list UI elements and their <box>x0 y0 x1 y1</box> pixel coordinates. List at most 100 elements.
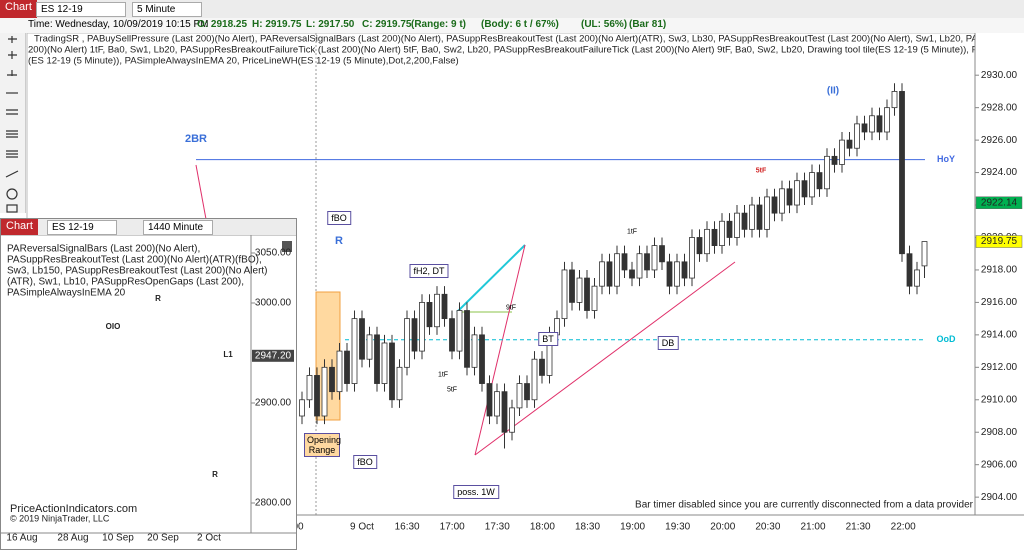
x-tick-label: 16:30 <box>395 522 420 533</box>
inset-x-tick-label: 20 Sep <box>147 533 179 544</box>
candle-body <box>704 228 710 255</box>
trend-line <box>456 244 526 313</box>
candle-body <box>509 407 515 433</box>
inset-window: Chart ES 12-19 1440 Minute PAReversalSig… <box>0 218 297 550</box>
opening-range-zone <box>315 291 341 421</box>
candle-body <box>396 366 403 401</box>
candle-body <box>674 261 680 287</box>
candle-body <box>359 318 365 360</box>
candle-body <box>884 107 890 133</box>
y-tick-label: 2916.00 <box>981 297 1018 308</box>
candle-body <box>824 155 830 190</box>
price-marker-label: 2919.75 <box>981 236 1018 247</box>
candle-body <box>621 253 628 271</box>
candle-body <box>756 204 763 230</box>
inset-y-tick-label: 3000.00 <box>255 298 292 309</box>
candle-body <box>584 277 590 311</box>
tool-icons[interactable] <box>0 33 25 213</box>
x-tick-label: 20:00 <box>710 522 735 533</box>
candle-body <box>374 334 380 384</box>
candle-body <box>449 318 455 352</box>
inset-chart: PAReversalSignalBars (Last 200)(No Alert… <box>1 235 296 544</box>
indicator-text: 200)(No Alert) 1tF, Ba0, Sw1, Lb20, PASu… <box>28 45 1024 56</box>
candle-body <box>366 334 373 360</box>
info-item: C: 2919.75 <box>362 19 412 30</box>
candle-body <box>314 375 320 417</box>
candle-body <box>726 220 733 238</box>
candle-body <box>576 277 583 303</box>
inset-x-tick-label: 10 Sep <box>102 533 134 544</box>
x-tick-label: 20:30 <box>755 522 780 533</box>
candle-body <box>456 310 463 352</box>
level-label: HoY <box>937 154 955 164</box>
x-tick-label: 19:00 <box>620 522 645 533</box>
info-bar: Time: Wednesday, 10/09/2019 10:15 PM O: 2… <box>0 18 1024 33</box>
candle-body <box>659 245 665 263</box>
candle-body <box>854 123 860 149</box>
candle-body <box>546 334 553 376</box>
info-item: (UL: 56%) <box>581 19 628 30</box>
candle-body <box>426 302 433 328</box>
inset-x-tick-label: 2 Oct <box>197 533 221 544</box>
x-tick-label: 9 Oct <box>350 522 374 533</box>
candle-body <box>899 91 905 255</box>
candle-body <box>779 188 785 214</box>
candle-body <box>434 293 440 328</box>
inset-annotation: R <box>212 470 218 479</box>
inset-f-badge <box>282 241 292 252</box>
candle-body <box>321 366 328 417</box>
x-tick-label: 22:00 <box>891 522 916 533</box>
candle-body <box>719 220 725 246</box>
y-tick-label: 2926.00 <box>981 135 1018 146</box>
interval-select[interactable]: 5 Minute <box>132 2 202 17</box>
inset-price-marker-label: 2947.20 <box>255 350 292 361</box>
instrument-select[interactable]: ES 12-19 <box>36 2 126 17</box>
inset-indicator-text: (ATR), Sw1, Lb10, PASuppResOpenGaps (Las… <box>7 277 244 288</box>
level-label: OoD <box>937 334 956 344</box>
candle-body <box>816 172 823 190</box>
candle-body <box>524 383 530 401</box>
chart-button[interactable]: Chart <box>0 0 37 18</box>
inset-y-tick-label: 3050.00 <box>255 248 292 259</box>
price-marker <box>975 196 1023 210</box>
candle-body <box>809 172 815 198</box>
candle-body <box>696 237 703 255</box>
candle-body <box>591 285 598 311</box>
candle-body <box>764 196 770 230</box>
candle-body <box>839 139 845 165</box>
candle-body <box>306 375 313 401</box>
inset-footer: © 2019 NinjaTrader, LLC <box>10 513 110 523</box>
candle-body <box>771 196 778 214</box>
inset-annotation: R <box>155 294 161 303</box>
candle-body <box>891 91 898 109</box>
candle-body <box>351 318 358 384</box>
inset-instrument-select[interactable]: ES 12-19 <box>47 220 117 235</box>
inset-indicator-text: PASimpleAlwaysInEMA 20 <box>7 288 126 299</box>
candle-body <box>734 212 740 238</box>
candle-body <box>599 261 605 287</box>
candle-body <box>404 318 410 368</box>
info-item: O: 2918.25 <box>197 19 248 30</box>
y-tick-label: 2910.00 <box>981 394 1018 405</box>
x-tick-label: 18:30 <box>575 522 600 533</box>
inset-y-tick-label: 2900.00 <box>255 398 292 409</box>
inset-chart-button[interactable]: Chart <box>1 219 38 235</box>
inset-interval-select[interactable]: 1440 Minute <box>143 220 213 235</box>
candle-body <box>711 228 718 246</box>
inset-indicator-text: PASuppResBreakoutTest (Last 200)(No Aler… <box>7 255 262 266</box>
candle-body <box>606 261 613 287</box>
candle-body <box>914 269 920 287</box>
toolbar: Chart ES 12-19 5 Minute <box>0 0 1024 19</box>
candle-body <box>411 318 418 352</box>
info-item: (Body: 6 t / 67%) <box>481 19 559 30</box>
candle-body <box>344 350 350 384</box>
candle-body <box>554 318 560 336</box>
candle-body <box>464 310 470 368</box>
candle-body <box>614 253 620 287</box>
candle-body <box>794 180 800 206</box>
candle-body <box>801 180 808 198</box>
candle-body <box>629 269 635 279</box>
y-axis-bg <box>975 33 1024 515</box>
candle-body <box>516 383 523 409</box>
indicator-text: TradingSR , PABuySellPressure (Last 200)… <box>34 34 1024 45</box>
